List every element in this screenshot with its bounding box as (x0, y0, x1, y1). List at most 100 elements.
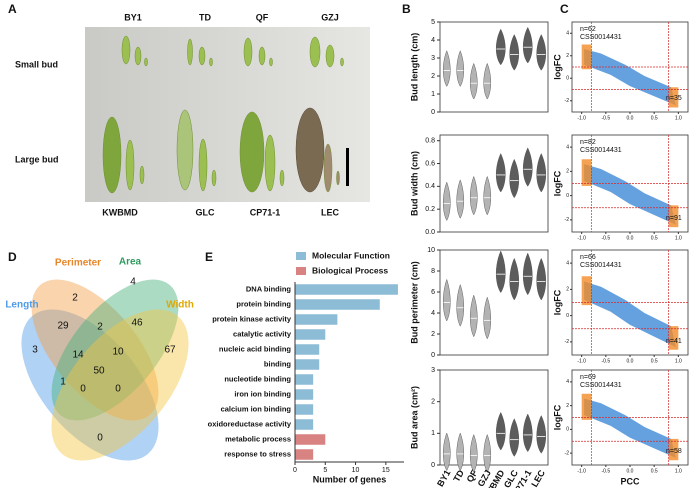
y-tick-label: 4 (431, 310, 435, 317)
annotation: n=91 (666, 215, 682, 222)
x-tick-label: 5 (323, 467, 327, 474)
violin (536, 34, 547, 71)
photo-top-label: BY1 (124, 12, 142, 22)
y-tick-label: 3 (431, 367, 435, 374)
violin (443, 50, 451, 87)
y-tick-label: -2 (565, 339, 570, 345)
y-tick-label: 4 (566, 379, 569, 385)
violin (470, 294, 478, 338)
point-cloud (584, 281, 676, 348)
bar (295, 329, 326, 340)
x-tick-label: -0.5 (602, 115, 611, 121)
violin (443, 432, 451, 472)
bar (295, 344, 320, 355)
x-tick-label: 1.0 (675, 468, 682, 474)
point-cloud (584, 164, 676, 225)
y-tick-label: binding (264, 359, 291, 368)
highlight-right (668, 326, 679, 350)
plot-frame (439, 249, 549, 356)
y-tick-label: 2 (566, 403, 569, 409)
violin (522, 413, 533, 452)
x-tick-label: -1.0 (577, 468, 586, 474)
scale-bar (346, 148, 349, 186)
y-tick-label: -2 (565, 98, 570, 104)
violin (509, 418, 520, 457)
bar (295, 284, 398, 295)
violin (456, 432, 464, 472)
x-tick-label: 1.0 (675, 235, 682, 241)
annotation: CSS0014431 (580, 262, 622, 269)
annotation: n=82 (580, 139, 596, 146)
y-tick-label: 4 (431, 37, 435, 44)
y-tick-label: 4 (566, 31, 569, 37)
venn-count: 0 (97, 433, 103, 444)
violin (470, 434, 478, 473)
violin (536, 257, 547, 301)
bar (295, 419, 314, 430)
y-tick-label: catalytic activity (233, 329, 292, 338)
x-tick-label: 10 (352, 467, 360, 474)
bar (295, 389, 314, 400)
violin (509, 257, 520, 301)
venn-count: 4 (130, 277, 136, 288)
violin (495, 250, 506, 293)
y-tick-label: calcium ion binding (221, 404, 292, 413)
y-axis-label: logFC (552, 289, 562, 315)
panel-label: C (560, 2, 569, 16)
y-tick-label: 2 (431, 73, 435, 80)
y-tick-label: response to stress (224, 449, 291, 458)
legend-label: Biological Process (312, 265, 388, 275)
venn-count: 29 (57, 321, 69, 332)
venn-count: 50 (93, 366, 105, 377)
y-tick-label: oxidoreductase activity (208, 419, 292, 428)
violin (509, 158, 520, 199)
x-tick-label: 1.0 (675, 358, 682, 364)
point-cloud (584, 49, 676, 106)
highlight-left (581, 393, 592, 420)
x-tick-label: -0.5 (602, 468, 611, 474)
x-tick-label: -1.0 (577, 235, 586, 241)
y-axis-label: Bud perimeter (cm) (409, 261, 419, 344)
y-tick-label: -2 (565, 450, 570, 456)
y-tick-label: 8 (431, 268, 435, 275)
highlight-right (668, 205, 679, 228)
bar (295, 434, 326, 445)
y-tick-label: protein kinase activity (212, 314, 292, 323)
highlight-right (668, 87, 679, 108)
violin (483, 296, 491, 340)
y-tick-label: 0.4 (425, 183, 435, 190)
point-cloud (584, 398, 676, 458)
venn-count: 14 (72, 350, 84, 361)
y-tick-label: 0.2 (425, 206, 435, 213)
highlight-left (581, 276, 592, 306)
bar (295, 374, 314, 385)
annotation: n=35 (666, 95, 682, 102)
annotation: n=62 (580, 26, 596, 33)
panel-label: D (8, 250, 17, 264)
venn-count: 46 (131, 318, 143, 329)
x-tick-label: 0.5 (651, 235, 658, 241)
x-tick-label: 0.0 (627, 358, 634, 364)
plot-frame (439, 134, 549, 233)
violin (536, 415, 547, 454)
y-tick-label: 4 (566, 144, 569, 150)
x-tick-label: 0.5 (651, 115, 658, 121)
y-tick-label: 0.6 (425, 160, 435, 167)
panel-label: E (205, 250, 213, 264)
x-tick-label: TD (451, 468, 466, 484)
plot-frame (439, 369, 549, 466)
violin (495, 411, 506, 451)
photo-top-label: QF (256, 12, 269, 22)
y-tick-label: 4 (566, 260, 569, 266)
venn-count: 67 (164, 345, 176, 356)
y-tick-label: 0 (431, 109, 435, 116)
violin (483, 62, 491, 100)
y-tick-label: nucleotide binding (224, 374, 291, 383)
annotation: CSS0014431 (580, 34, 622, 41)
x-tick-label: 0.5 (651, 468, 658, 474)
bar (295, 404, 314, 415)
venn-ellipses (21, 279, 189, 461)
venn-count: 3 (32, 345, 38, 356)
y-tick-label: 2 (566, 53, 569, 59)
violin (456, 284, 464, 327)
